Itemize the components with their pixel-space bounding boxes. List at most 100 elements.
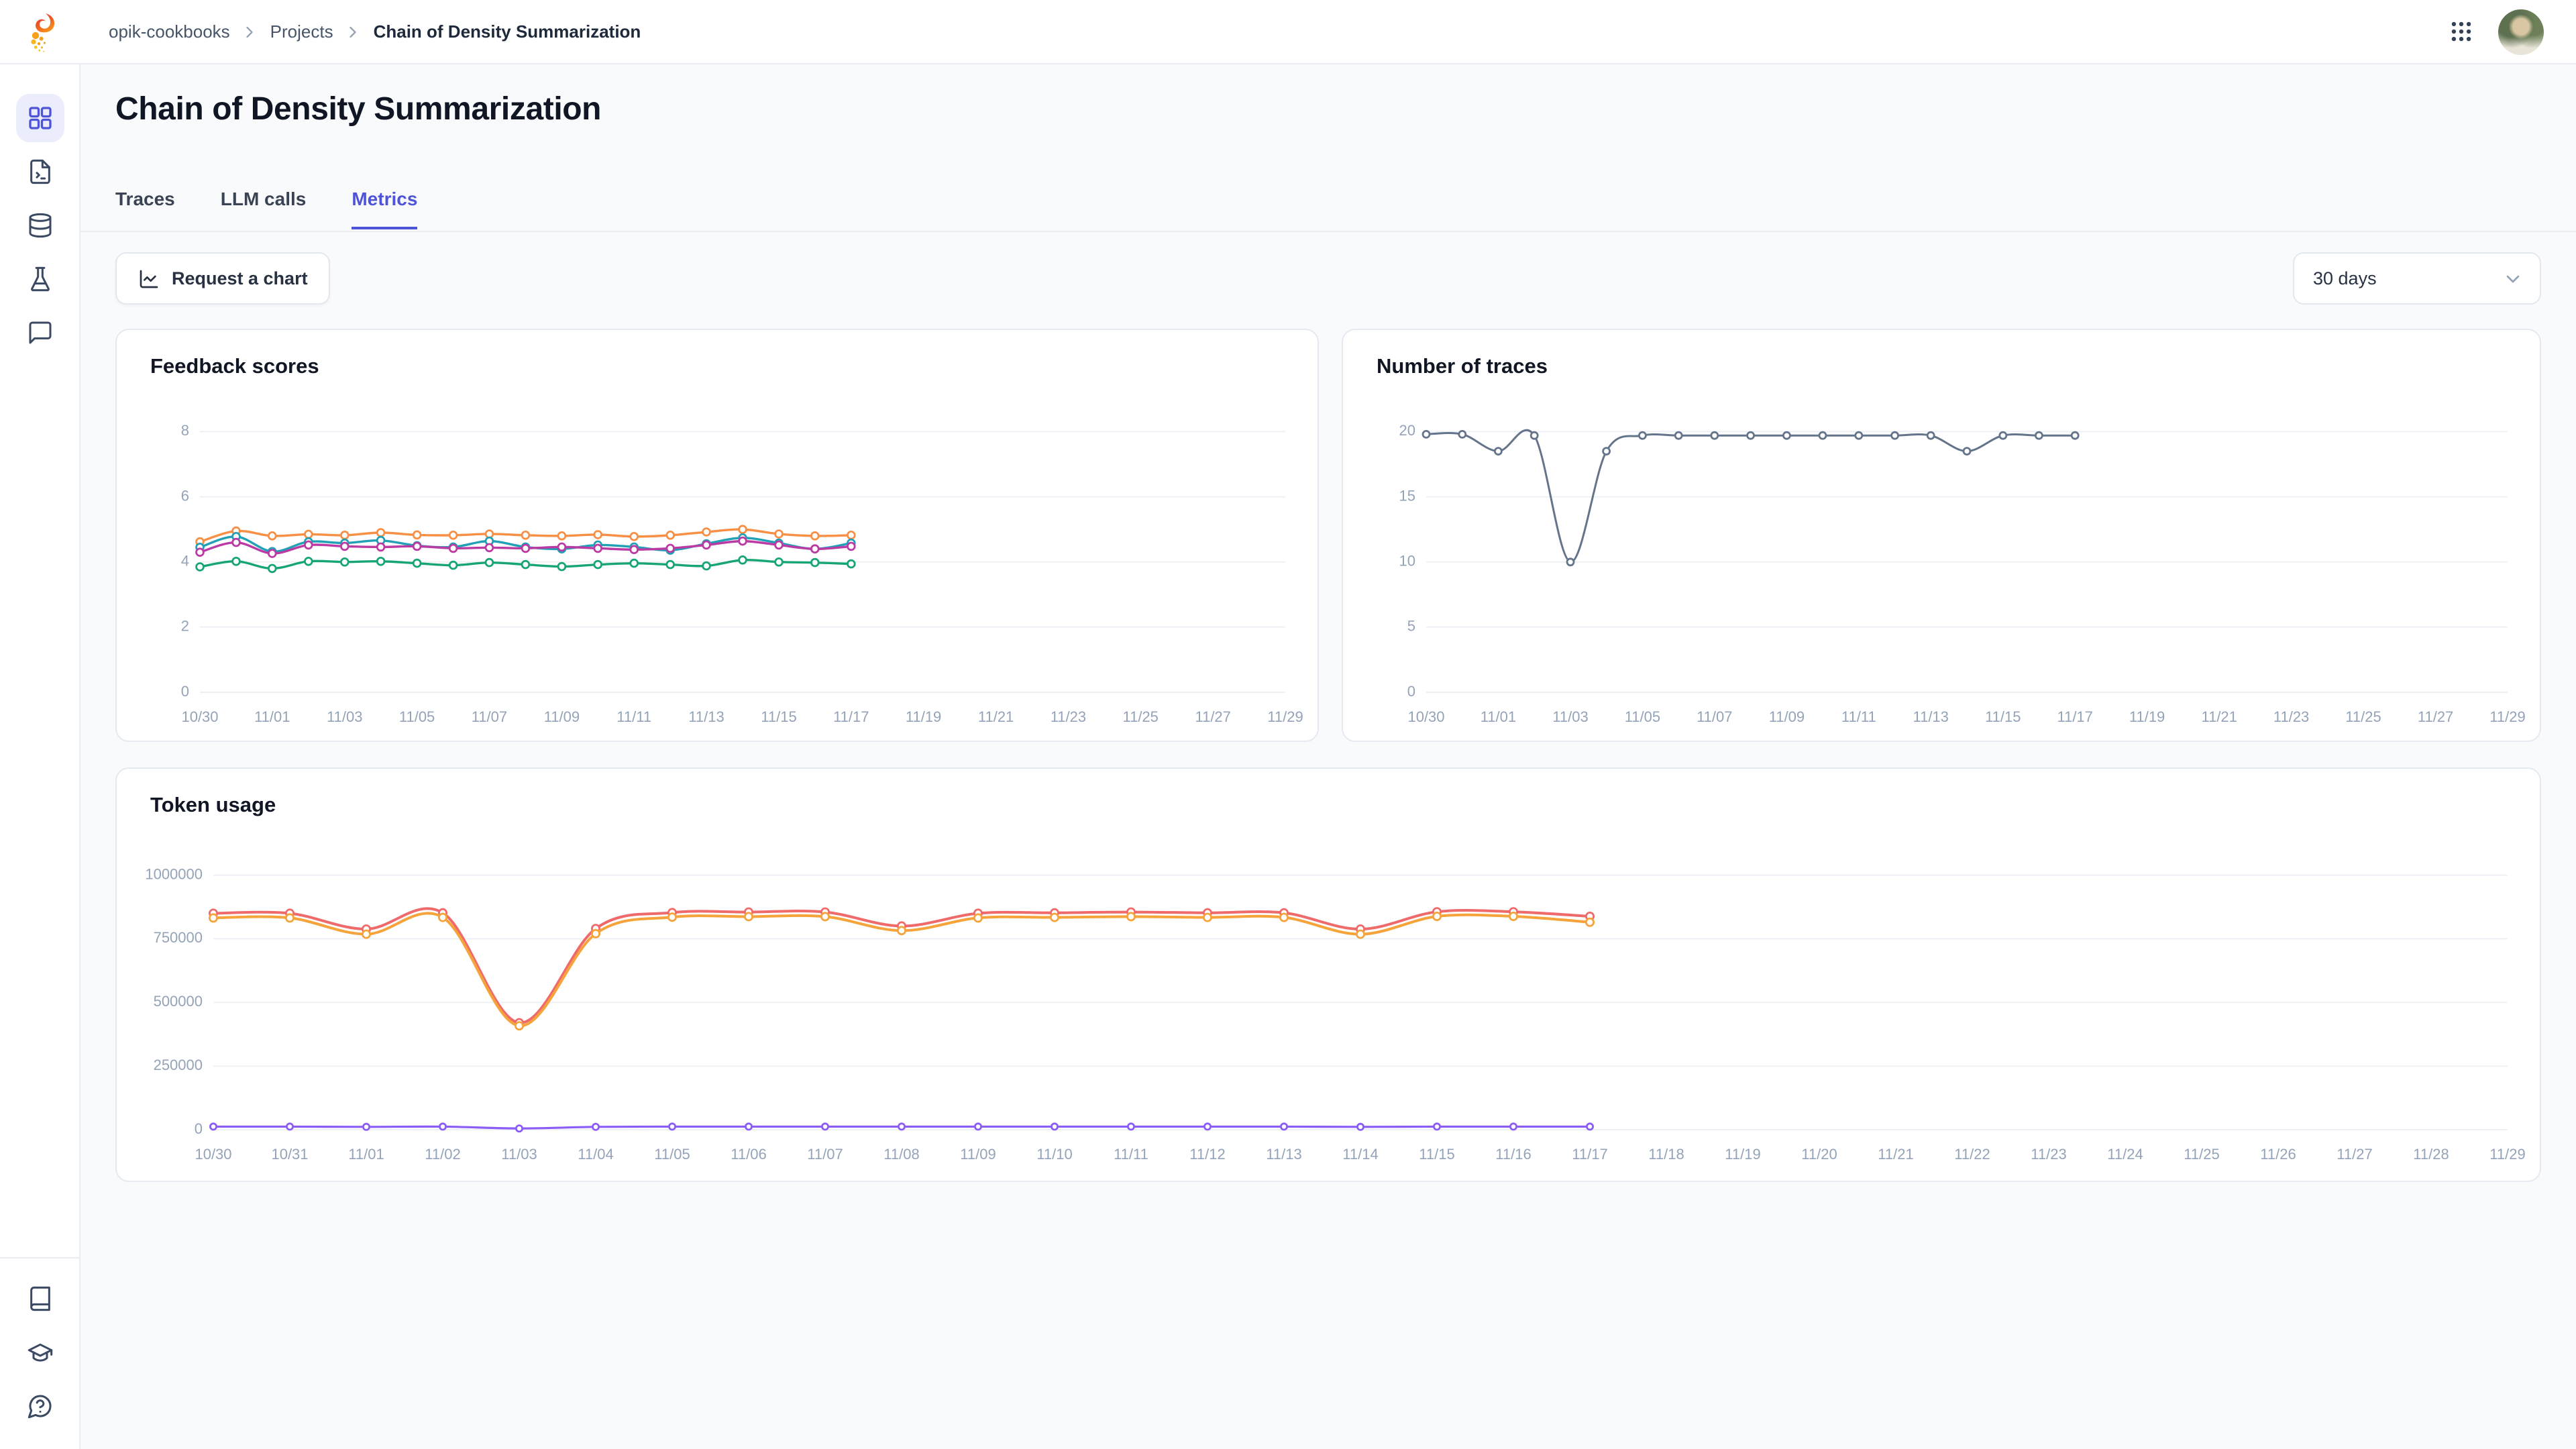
token-usage-chart[interactable]: 0 250000 500000 750000 1000000 10/30 10/31 11/0… [130, 836, 2529, 1170]
sidebar-item-feedback[interactable] [15, 309, 64, 357]
svg-text:11/21: 11/21 [1878, 1146, 1913, 1163]
sidebar-item-datasets[interactable] [15, 201, 64, 250]
svg-text:11/13: 11/13 [1266, 1146, 1301, 1163]
request-chart-button[interactable]: Request a chart [115, 252, 331, 305]
sidebar-item-documentation[interactable] [15, 1275, 64, 1323]
sidebar-item-experiments[interactable] [15, 255, 64, 303]
datasets-database-icon [28, 213, 51, 238]
svg-text:11/23: 11/23 [2031, 1146, 2066, 1163]
svg-text:11/05: 11/05 [1625, 708, 1660, 725]
svg-text:11/15: 11/15 [1419, 1146, 1454, 1163]
token-usage-card: Token usage 0 250000 500000 750000 1000000 10… [115, 767, 2541, 1182]
page-title: Chain of Density Summarization [115, 91, 602, 127]
svg-text:11/07: 11/07 [472, 708, 507, 725]
main-content: Chain of Density Summarization Traces LL… [80, 64, 2576, 1449]
svg-text:11/09: 11/09 [544, 708, 580, 725]
svg-text:750000: 750000 [154, 929, 203, 946]
top-bar: opik-cookbooks Projects Chain of Density… [0, 0, 2576, 64]
svg-text:0: 0 [1407, 683, 1415, 700]
user-avatar[interactable] [2498, 9, 2544, 54]
svg-text:11/15: 11/15 [1985, 708, 2021, 725]
documentation-book-icon [30, 1286, 50, 1311]
svg-text:11/25: 11/25 [1122, 708, 1158, 725]
svg-text:11/10: 11/10 [1036, 1146, 1072, 1163]
svg-text:11/28: 11/28 [2413, 1146, 2449, 1163]
tab-llm-calls[interactable]: LLM calls [220, 188, 307, 209]
svg-text:11/01: 11/01 [348, 1146, 384, 1163]
breadcrumb-workspace[interactable]: opik-cookbooks [109, 21, 230, 42]
svg-text:1000000: 1000000 [145, 865, 203, 882]
svg-text:11/27: 11/27 [2337, 1146, 2372, 1163]
quickstart-graduation-cap-icon [27, 1343, 52, 1362]
chevron-down-icon [2502, 268, 2524, 289]
svg-text:11/13: 11/13 [1913, 708, 1948, 725]
tab-metrics[interactable]: Metrics [352, 188, 418, 229]
svg-text:11/25: 11/25 [2345, 708, 2381, 725]
sidebar-item-help[interactable] [15, 1382, 64, 1430]
chevron-right-icon [344, 22, 363, 41]
svg-text:11/14: 11/14 [1342, 1146, 1378, 1163]
breadcrumb-current-project: Chain of Density Summarization [373, 21, 641, 42]
svg-text:11/13: 11/13 [688, 708, 724, 725]
svg-text:11/29: 11/29 [2489, 1146, 2525, 1163]
svg-text:11/17: 11/17 [833, 708, 869, 725]
number-of-traces-chart[interactable]: 0 5 10 15 20 10/30 11/01 11/03 11/05 11/07 11/09 11… [1356, 397, 2529, 733]
svg-text:11/21: 11/21 [2201, 708, 2237, 725]
svg-text:11/03: 11/03 [501, 1146, 537, 1163]
sidebar-divider [0, 1257, 80, 1258]
svg-text:11/21: 11/21 [978, 708, 1014, 725]
apps-grid-icon[interactable] [2449, 19, 2474, 44]
chart-title: Token usage [150, 794, 276, 817]
help-question-bubble-icon [27, 1395, 51, 1419]
chart-line-icon [140, 269, 158, 288]
comet-logo[interactable] [0, 10, 80, 53]
feedback-scores-chart[interactable]: 0 2 4 6 8 10/30 11/01 11/03 11/05 11/07 11/09 11/11… [130, 397, 1307, 733]
svg-text:11/25: 11/25 [2184, 1146, 2219, 1163]
svg-text:11/08: 11/08 [883, 1146, 919, 1163]
svg-text:0: 0 [181, 683, 189, 700]
svg-text:11/23: 11/23 [2273, 708, 2309, 725]
breadcrumb: opik-cookbooks Projects Chain of Density… [109, 21, 641, 42]
chevron-right-icon [241, 22, 260, 41]
feedback-chat-icon [28, 321, 51, 344]
svg-text:10/30: 10/30 [195, 1146, 231, 1163]
svg-text:500000: 500000 [154, 993, 203, 1010]
experiments-flask-icon [30, 266, 49, 292]
svg-text:10/30: 10/30 [1407, 708, 1444, 725]
svg-text:11/17: 11/17 [2057, 708, 2092, 725]
svg-text:11/15: 11/15 [761, 708, 796, 725]
svg-text:11/17: 11/17 [1572, 1146, 1607, 1163]
svg-text:11/11: 11/11 [1114, 1146, 1148, 1163]
svg-text:11/18: 11/18 [1648, 1146, 1684, 1163]
svg-text:11/19: 11/19 [906, 708, 941, 725]
svg-text:5: 5 [1407, 618, 1415, 635]
svg-text:250000: 250000 [154, 1057, 203, 1073]
svg-text:11/09: 11/09 [960, 1146, 996, 1163]
breadcrumb-projects[interactable]: Projects [270, 21, 333, 42]
comet-logo-icon [31, 13, 55, 52]
prompt-file-icon [30, 159, 50, 184]
sidebar-item-projects[interactable] [15, 94, 64, 142]
svg-text:11/24: 11/24 [2107, 1146, 2143, 1163]
svg-text:11/11: 11/11 [1841, 708, 1876, 725]
svg-text:11/19: 11/19 [2129, 708, 2165, 725]
svg-text:11/27: 11/27 [1195, 708, 1230, 725]
svg-text:11/20: 11/20 [1801, 1146, 1837, 1163]
svg-text:10/30: 10/30 [181, 708, 218, 725]
svg-text:10: 10 [1399, 553, 1415, 570]
svg-text:11/26: 11/26 [2260, 1146, 2296, 1163]
svg-text:11/01: 11/01 [1481, 708, 1516, 725]
svg-text:20: 20 [1399, 422, 1415, 439]
svg-text:11/02: 11/02 [425, 1146, 460, 1163]
svg-text:8: 8 [181, 422, 189, 439]
svg-text:11/05: 11/05 [399, 708, 435, 725]
svg-text:4: 4 [181, 553, 189, 570]
sidebar-item-quickstart[interactable] [15, 1328, 64, 1377]
feedback-scores-card: Feedback scores 0 2 4 6 8 10/30 11/01 11/03 11/0… [115, 329, 1319, 742]
date-range-value: 30 days [2313, 268, 2377, 288]
date-range-select[interactable]: 30 days [2293, 252, 2541, 305]
sidebar-item-prompts[interactable] [15, 148, 64, 196]
svg-text:11/29: 11/29 [1267, 708, 1303, 725]
svg-text:11/12: 11/12 [1189, 1146, 1225, 1163]
tab-traces[interactable]: Traces [115, 188, 175, 209]
